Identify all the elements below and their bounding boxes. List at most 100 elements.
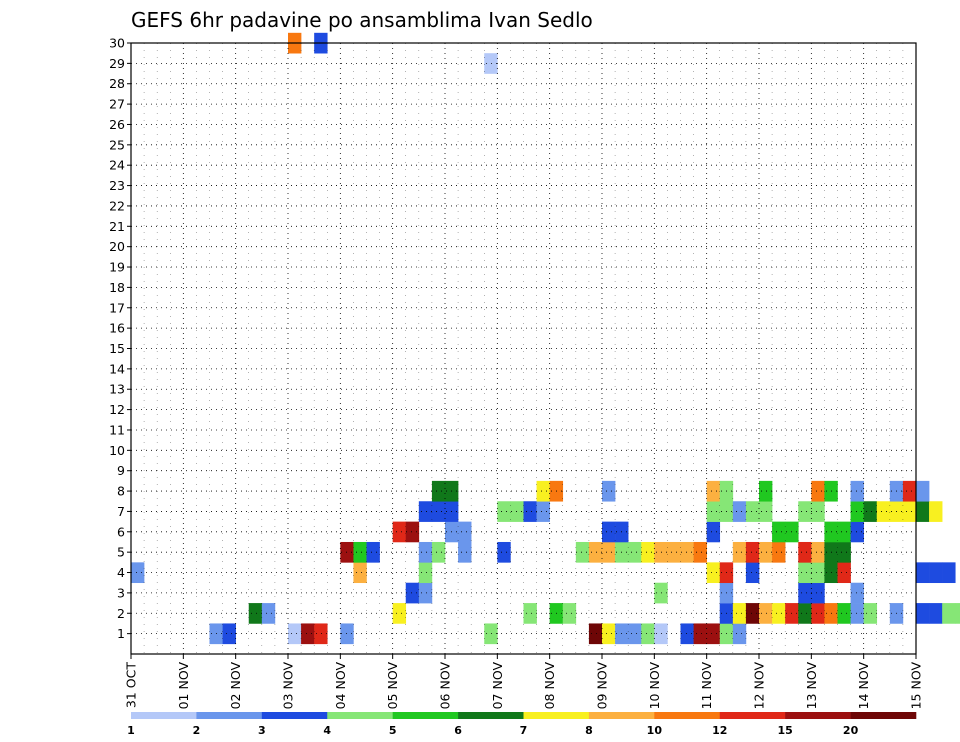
colorbar-label: 5 bbox=[389, 724, 397, 737]
precip-cell bbox=[680, 541, 694, 563]
precip-cell bbox=[837, 521, 851, 543]
heatmap-cells bbox=[131, 32, 960, 645]
precip-cell bbox=[536, 501, 550, 522]
x-tick-label: 15 NOV bbox=[909, 662, 924, 710]
colorbar-swatch bbox=[327, 712, 393, 719]
precip-cell bbox=[942, 562, 956, 584]
precip-cell bbox=[876, 501, 891, 522]
precip-cell bbox=[628, 623, 642, 645]
precip-cell bbox=[811, 562, 825, 584]
precip-cell bbox=[811, 582, 825, 604]
precip-cell bbox=[798, 562, 812, 584]
y-tick-label: 27 bbox=[109, 97, 125, 112]
precip-cell bbox=[392, 521, 407, 543]
precip-cell bbox=[902, 480, 917, 502]
precip-cell bbox=[288, 623, 302, 645]
y-tick-label: 25 bbox=[109, 137, 125, 152]
colorbar-swatch bbox=[196, 712, 263, 719]
y-tick-label: 1 bbox=[117, 626, 125, 641]
precip-cell bbox=[850, 521, 864, 543]
precip-cell bbox=[837, 562, 851, 584]
precip-cell bbox=[798, 582, 812, 604]
precip-cell bbox=[929, 562, 943, 584]
precip-cell bbox=[405, 521, 420, 543]
precip-cell bbox=[837, 541, 851, 563]
x-tick-label: 14 NOV bbox=[856, 662, 871, 710]
precip-cell bbox=[667, 541, 681, 563]
y-tick-label: 14 bbox=[109, 361, 125, 376]
precip-cell bbox=[602, 480, 616, 502]
precip-cell bbox=[811, 501, 825, 522]
precip-cell bbox=[850, 480, 864, 502]
precip-cell bbox=[392, 603, 407, 624]
precip-cell bbox=[340, 623, 354, 645]
precip-cell bbox=[732, 501, 747, 522]
colorbar-swatch bbox=[392, 712, 459, 719]
precip-cell bbox=[418, 582, 433, 604]
precip-cell bbox=[588, 623, 603, 645]
precip-cell bbox=[811, 541, 825, 563]
precip-cell bbox=[693, 541, 707, 563]
x-tick-label: 03 NOV bbox=[281, 662, 296, 710]
precip-cell bbox=[497, 501, 511, 522]
colorbar-label: 7 bbox=[520, 724, 528, 737]
colorbar-swatch bbox=[588, 712, 655, 719]
precip-cell bbox=[942, 603, 956, 624]
colorbar-swatch bbox=[458, 712, 524, 719]
x-tick-label: 08 NOV bbox=[542, 662, 557, 710]
y-tick-label: 7 bbox=[117, 504, 125, 519]
y-tick-label: 21 bbox=[109, 219, 125, 234]
y-tick-label: 22 bbox=[109, 198, 125, 213]
precip-cell bbox=[431, 501, 446, 522]
y-tick-label: 17 bbox=[109, 300, 125, 315]
colorbar-swatch bbox=[654, 712, 721, 719]
colorbar-swatch bbox=[131, 712, 197, 719]
y-tick-label: 24 bbox=[109, 158, 125, 173]
y-tick-label: 9 bbox=[117, 463, 125, 478]
precip-cell bbox=[706, 623, 721, 645]
precip-cell bbox=[706, 501, 721, 522]
colorbar-label: 2 bbox=[193, 724, 201, 737]
precip-cell bbox=[562, 603, 577, 624]
precip-cell bbox=[510, 501, 524, 522]
x-tick-label: 10 NOV bbox=[647, 662, 662, 710]
precip-cell bbox=[916, 480, 930, 502]
precip-cell bbox=[680, 623, 694, 645]
precip-cell bbox=[837, 603, 851, 624]
x-tick-label: 09 NOV bbox=[595, 662, 610, 710]
precip-cell bbox=[706, 480, 721, 502]
y-tick-label: 20 bbox=[109, 239, 125, 254]
x-tick-label: 06 NOV bbox=[438, 662, 453, 710]
precip-cell bbox=[301, 623, 315, 645]
precip-cell bbox=[497, 541, 511, 563]
y-tick-label: 28 bbox=[109, 76, 125, 91]
precip-cell bbox=[706, 521, 721, 543]
colorbar-swatch bbox=[719, 712, 786, 719]
precip-cell bbox=[745, 541, 760, 563]
precip-cell bbox=[484, 623, 498, 645]
colorbar-label: 1 bbox=[127, 724, 135, 737]
precip-cell bbox=[732, 541, 747, 563]
precip-cell bbox=[798, 501, 812, 522]
precip-cell bbox=[222, 623, 236, 645]
y-tick-label: 23 bbox=[109, 178, 125, 193]
precip-cell bbox=[772, 603, 786, 624]
precip-cell bbox=[706, 562, 721, 584]
y-tick-label: 10 bbox=[109, 443, 125, 458]
precip-cell bbox=[353, 541, 367, 563]
y-tick-label: 6 bbox=[117, 524, 125, 539]
precip-cell bbox=[955, 603, 960, 624]
precip-cell bbox=[929, 603, 943, 624]
y-tick-label: 8 bbox=[117, 484, 125, 499]
precip-cell bbox=[602, 521, 616, 543]
precip-cell bbox=[850, 582, 864, 604]
y-tick-label: 4 bbox=[117, 565, 125, 580]
precip-cell bbox=[418, 501, 433, 522]
y-tick-label: 29 bbox=[109, 56, 125, 71]
precip-cell bbox=[732, 623, 747, 645]
colorbar-label: 4 bbox=[323, 724, 331, 737]
y-tick-label: 3 bbox=[117, 585, 125, 600]
y-tick-label: 2 bbox=[117, 606, 125, 621]
precip-cell bbox=[693, 623, 707, 645]
y-tick-label: 13 bbox=[109, 382, 125, 397]
